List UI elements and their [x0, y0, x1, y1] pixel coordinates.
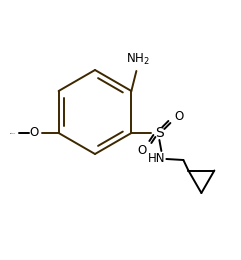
Text: methoxy: methoxy: [9, 132, 16, 134]
Text: S: S: [155, 126, 164, 140]
Text: HN: HN: [148, 152, 165, 165]
Text: O: O: [138, 144, 147, 157]
Text: NH$_2$: NH$_2$: [127, 52, 150, 67]
Text: O: O: [29, 127, 38, 140]
Text: O: O: [175, 109, 184, 122]
